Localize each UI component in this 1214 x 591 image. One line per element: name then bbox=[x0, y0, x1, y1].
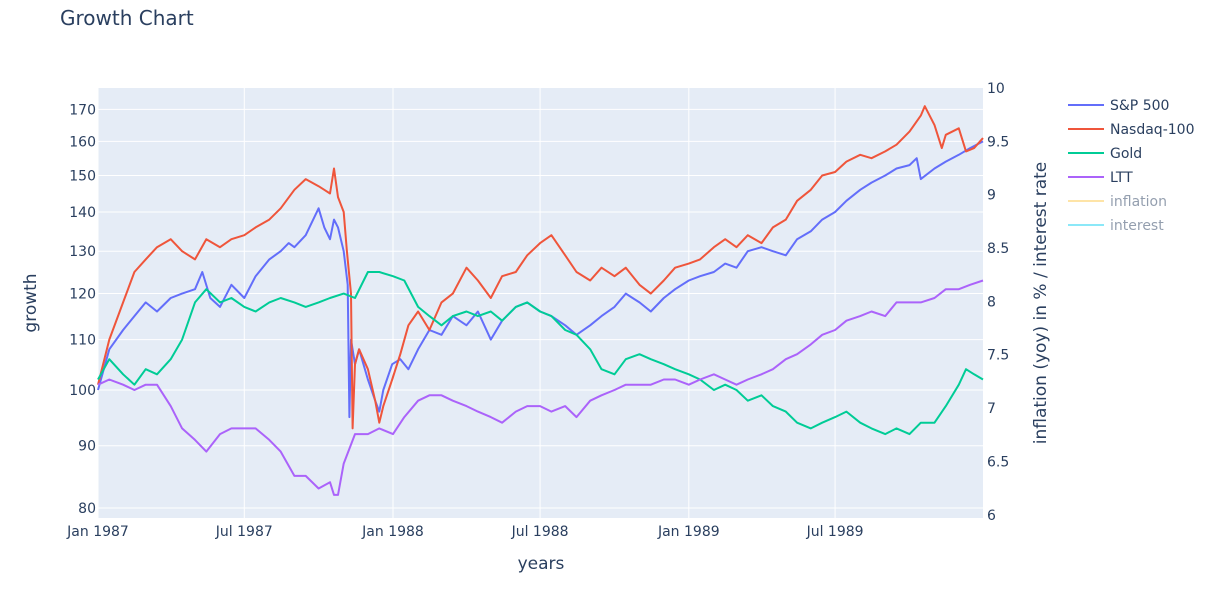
legend-item[interactable]: interest bbox=[1068, 218, 1164, 234]
series-line-gold bbox=[97, 271, 984, 436]
x-tick-label: Jan 1987 bbox=[66, 524, 129, 540]
x-tick-label: Jan 1989 bbox=[657, 524, 720, 540]
x-tick-label: Jan 1988 bbox=[361, 524, 424, 540]
legend-label: inflation bbox=[1110, 194, 1167, 210]
chart-title: Growth Chart bbox=[60, 6, 194, 30]
x-axis-label: years bbox=[518, 554, 565, 574]
series-lines bbox=[97, 105, 984, 496]
legend-label: interest bbox=[1110, 218, 1164, 234]
y-tick-label: 110 bbox=[69, 333, 96, 349]
y2-tick-label: 6 bbox=[987, 508, 996, 524]
y-tick-label: 170 bbox=[69, 102, 96, 118]
y-tick-label: 150 bbox=[69, 169, 96, 185]
y2-tick-label: 6.5 bbox=[987, 454, 1009, 470]
y-tick-label: 160 bbox=[69, 134, 96, 150]
legend: S&P 500 Nasdaq-100 Gold LTT inflation interes… bbox=[1068, 98, 1194, 234]
legend-item[interactable]: Gold bbox=[1068, 146, 1142, 162]
x-tick-label: Jul 1988 bbox=[511, 524, 569, 540]
series-line-ltt bbox=[97, 279, 984, 496]
y2-tick-label: 7 bbox=[987, 401, 996, 417]
legend-item[interactable]: LTT bbox=[1068, 170, 1133, 186]
y2-tick-label: 9 bbox=[987, 188, 996, 204]
y-tick-label: 100 bbox=[69, 383, 96, 399]
x-tick-label: Jul 1989 bbox=[806, 524, 864, 540]
y-tick-label: 80 bbox=[78, 501, 96, 517]
x-tick-label: Jul 1987 bbox=[215, 524, 273, 540]
y2-tick-label: 7.5 bbox=[987, 348, 1009, 364]
legend-label: S&P 500 bbox=[1110, 98, 1169, 114]
y-axis-label: growth bbox=[21, 273, 41, 332]
series-line-s-p-500 bbox=[97, 140, 984, 419]
y-tick-label: 130 bbox=[69, 244, 96, 260]
legend-item[interactable]: inflation bbox=[1068, 194, 1167, 210]
y2-axis-label: inflation (yoy) in % / interest rate bbox=[1031, 162, 1051, 445]
y-tick-label: 120 bbox=[69, 287, 96, 303]
y2-tick-label: 8 bbox=[987, 294, 996, 310]
legend-label: LTT bbox=[1110, 170, 1133, 186]
y2-tick-label: 8.5 bbox=[987, 241, 1009, 257]
y-tick-label: 90 bbox=[78, 439, 96, 455]
y-tick-label: 140 bbox=[69, 205, 96, 221]
legend-label: Nasdaq-100 bbox=[1110, 122, 1194, 138]
y2-tick-label: 10 bbox=[987, 81, 1005, 97]
y2-tick-label: 9.5 bbox=[987, 134, 1009, 150]
legend-item[interactable]: Nasdaq-100 bbox=[1068, 122, 1194, 138]
axis-ticks: Jan 1987 Jul 1987 Jan 1988 Jul 1988 Jan 1989… bbox=[66, 81, 1009, 540]
grid-lines bbox=[97, 88, 983, 518]
legend-label: Gold bbox=[1110, 146, 1142, 162]
legend-item[interactable]: S&P 500 bbox=[1068, 98, 1169, 114]
series-line-nasdaq-100 bbox=[97, 105, 984, 430]
